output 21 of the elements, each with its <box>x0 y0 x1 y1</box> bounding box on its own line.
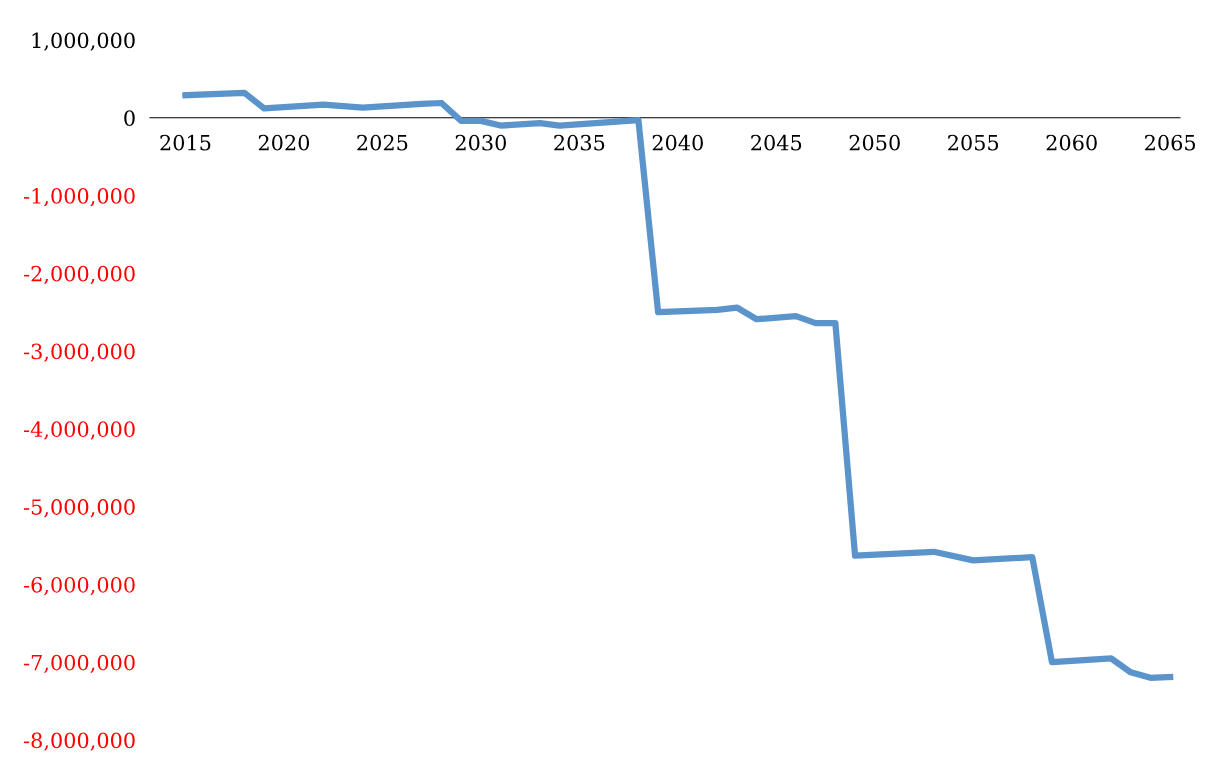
x-tick-label: 2040 <box>652 134 703 151</box>
y-tick-label: -2,000,000 <box>23 265 135 285</box>
y-tick-label: 1,000,000 <box>32 32 135 51</box>
x-tick-label: 2025 <box>357 134 408 151</box>
x-tick-label: 2060 <box>1046 134 1097 151</box>
y-tick-label: -7,000,000 <box>23 654 135 673</box>
x-tick-label: 2020 <box>258 134 310 151</box>
x-tick-label: 2015 <box>160 134 211 151</box>
y-tick-label: -8,000,000 <box>23 732 135 751</box>
x-tick-label: 2030 <box>455 134 506 151</box>
y-tick-label: 0 <box>124 110 135 126</box>
y-tick-label: -5,000,000 <box>23 499 135 518</box>
y-tick-label: -6,000,000 <box>23 576 135 596</box>
y-tick-label: -1,000,000 <box>23 188 135 207</box>
x-tick-label: 2045 <box>751 134 802 151</box>
y-tick-label: -3,000,000 <box>23 343 135 362</box>
x-tick-label: 2050 <box>849 134 900 151</box>
y-tick-label: -4,000,000 <box>23 421 135 440</box>
x-tick-label: 2055 <box>948 134 999 151</box>
x-tick-label: 2065 <box>1145 134 1196 151</box>
x-tick-label: 2035 <box>554 134 605 151</box>
